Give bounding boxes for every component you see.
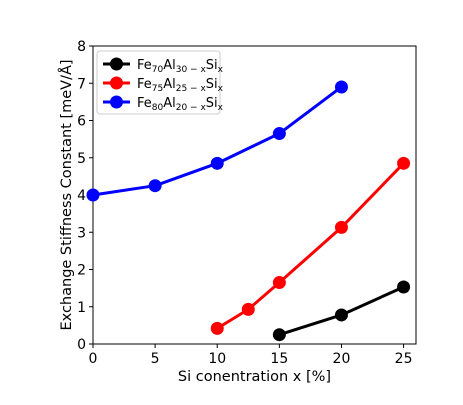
y-tick-label: 6: [77, 114, 86, 130]
x-tick-label: 0: [89, 351, 98, 367]
x-tick-label: 10: [208, 351, 226, 367]
y-tick-label: 4: [77, 188, 86, 204]
y-tick-label: 0: [77, 337, 86, 353]
data-point: [272, 276, 286, 290]
series-3: [86, 80, 348, 202]
series-line: [216, 162, 405, 330]
series-2: [210, 156, 411, 335]
y-axis: 0 1 2 3 4 5 6 7 8: [77, 39, 93, 353]
x-tick-label: 15: [270, 351, 288, 367]
data-point: [272, 127, 286, 141]
legend-entry: Fe70Al30 − xSix: [103, 57, 224, 75]
series-layer: [86, 80, 411, 342]
legend-marker: [110, 76, 123, 90]
data-point: [210, 156, 224, 170]
data-point: [148, 179, 162, 193]
y-tick-label: 3: [77, 225, 86, 241]
legend-marker: [110, 57, 123, 71]
legend-entry: Fe75Al25 − xSix: [103, 76, 224, 94]
data-point: [334, 220, 348, 234]
y-tick-label: 2: [77, 263, 86, 279]
series-1: [272, 280, 411, 342]
data-point: [334, 80, 348, 94]
data-point: [241, 302, 255, 316]
legend-marker: [110, 95, 123, 109]
x-axis: 0 5 10 15 20 25: [89, 344, 413, 367]
data-point: [397, 280, 411, 294]
y-tick-label: 1: [77, 300, 86, 316]
data-point: [272, 328, 286, 342]
legend-entry: Fe80Al20 − xSix: [103, 95, 224, 113]
y-tick-label: 7: [77, 76, 86, 92]
x-axis-title: Si conentration x [%]: [178, 369, 331, 385]
data-point: [210, 321, 224, 335]
legend-label: Fe70Al30 − xSix: [137, 58, 224, 75]
x-tick-label: 25: [395, 351, 413, 367]
data-point: [86, 188, 100, 202]
y-tick-label: 8: [77, 39, 86, 55]
legend-label: Fe80Al20 − xSix: [137, 96, 224, 113]
legend: Fe70Al30 − xSix Fe75Al25 − xSix Fe80Al20 −…: [96, 50, 224, 115]
legend-box: [96, 50, 221, 115]
x-tick-label: 5: [151, 351, 160, 367]
data-point: [397, 156, 411, 170]
y-tick-label: 5: [77, 151, 86, 167]
legend-label: Fe75Al25 − xSix: [137, 77, 224, 94]
x-tick-label: 20: [333, 351, 351, 367]
data-point: [334, 308, 348, 322]
y-axis-title: Exchange Stiffness Constant [meV/Å]: [58, 59, 75, 330]
